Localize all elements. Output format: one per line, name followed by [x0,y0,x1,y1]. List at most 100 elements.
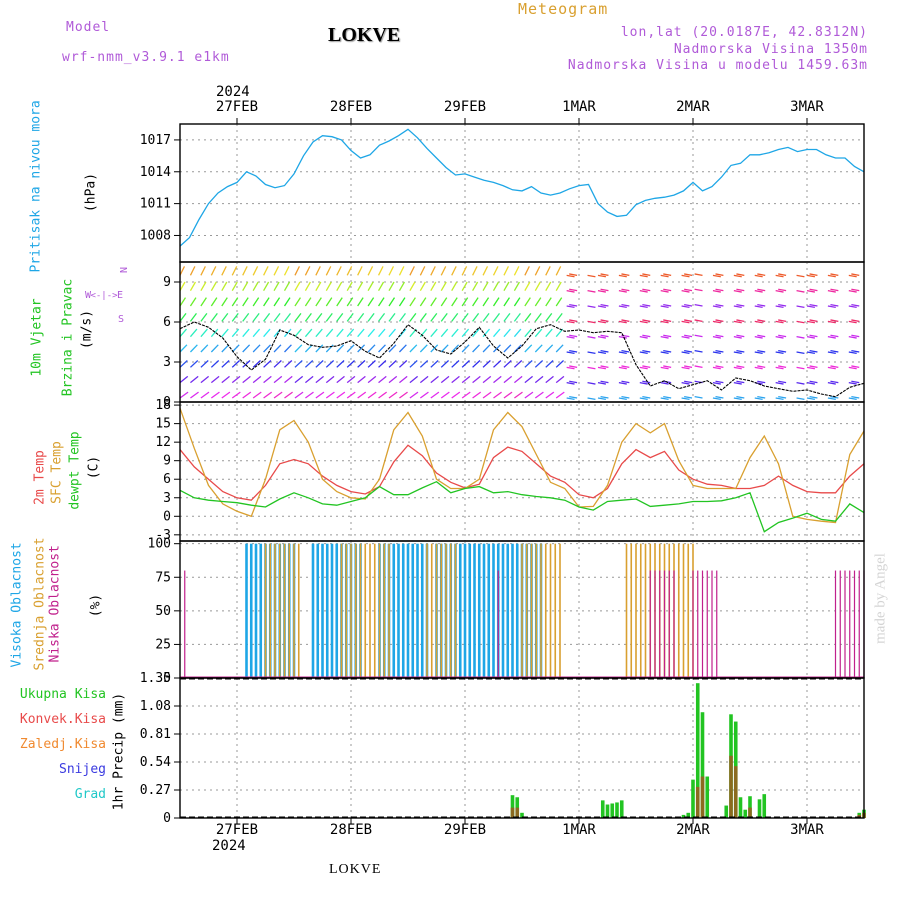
wind-arrow [830,273,839,276]
wind-arrow [569,303,578,307]
wind-arrow [336,344,345,353]
precip-bar [700,776,705,818]
top-date-label: 28FEB [329,99,373,115]
cloud-bar [515,543,519,678]
wind-arrow [513,266,520,276]
cloud-bar [445,543,447,678]
wind-arrow [684,349,693,353]
wind-arrow [524,344,533,353]
wind-arrow [179,312,187,322]
wind-arrow [618,305,627,309]
wind-arrow [545,375,554,384]
wind-arrow [388,312,396,322]
wind-arrow [493,391,502,399]
cloud-bar [340,543,343,678]
cloud-bar [420,543,424,678]
wind-arrow [242,328,250,338]
wind-arrow [681,366,690,370]
wind-arrow [754,320,763,324]
wind-arrow [357,297,364,307]
wind-arrow [409,344,418,353]
wind-arrow [545,360,554,368]
precip-bar [738,797,743,818]
wind-arrow [809,365,818,368]
wind-arrow [681,397,690,401]
wind-arrow [796,274,805,278]
wind-arrow [778,273,787,276]
wind-arrow [524,266,530,276]
y-tick-label: 9 [163,454,171,469]
wind-arrow [304,375,314,384]
wind-arrow [461,344,470,353]
wind-arrow [806,336,815,339]
wind-arrow [419,344,428,353]
wind-arrow [430,266,436,276]
wind-arrow [733,382,742,385]
y-tick-label: 0 [163,671,171,686]
wind-arrow [200,360,209,368]
cloud-bar [354,543,357,678]
pressure-series-line [179,128,865,247]
wind-arrow [694,319,703,322]
bottom-date-label: 2MAR [676,822,710,838]
wind-arrow [778,395,787,399]
wind-arrow [715,288,724,292]
wind-arrow [587,305,596,309]
wind-arrow [566,305,575,309]
wind-arrow [200,266,206,276]
wind-arrow [534,360,544,368]
precip-bar [515,807,520,818]
wind-arrow [597,397,606,401]
bottom-date-label: 27FEB [215,822,259,838]
cloud-bar [411,543,415,678]
cloud-bar [369,543,371,678]
wind-arrow [684,395,693,399]
cloud-bar [283,543,286,678]
wind-arrow [663,288,672,292]
cloud-bar [668,570,670,678]
wind-arrow [325,360,335,368]
wind-arrow [639,305,648,309]
wind-arrow [409,391,419,399]
wind-arrow [809,395,818,399]
wind-arrow [566,320,575,324]
wind-arrow [534,281,541,291]
wind-arrow [419,391,429,399]
legend-snow: Snijeg [59,762,106,777]
precip-bar [695,683,700,818]
wind-arrow [263,312,271,322]
wind-arrow [242,297,249,307]
wind-arrow [569,395,578,399]
wind-arrow [440,281,447,291]
wind-arrow [775,397,784,401]
wind-arrow [252,266,259,276]
wind-arrow [357,360,366,368]
wind-arrow [733,336,742,339]
wind-arrow [587,336,596,339]
wind-arrow [684,334,693,338]
wind-arrow [715,349,724,353]
wind-arrow [712,336,721,339]
wind-arrow [775,351,784,355]
wind-arrow [513,328,522,338]
wind-arrow [569,288,578,292]
wind-arrow [492,266,499,276]
wind-arrow [367,391,377,399]
wind-arrow [451,312,459,322]
wind-arrow [806,382,815,385]
wind-arrow [545,344,554,353]
wind-arrow [733,397,742,401]
wind-arrow [221,266,227,276]
cloud-bar [716,570,718,678]
precip-bar [681,814,686,818]
wind-arrow [451,297,458,307]
wind-arrow [367,360,376,368]
wind-arrow [440,312,448,322]
precip-bar [615,802,619,818]
wind-arrow [503,297,510,307]
wind-arrow [569,380,578,384]
precipitation-frame [179,677,865,819]
wind-arrow [451,375,460,384]
cloud-bar [359,543,362,678]
cloud-bar [254,543,258,678]
